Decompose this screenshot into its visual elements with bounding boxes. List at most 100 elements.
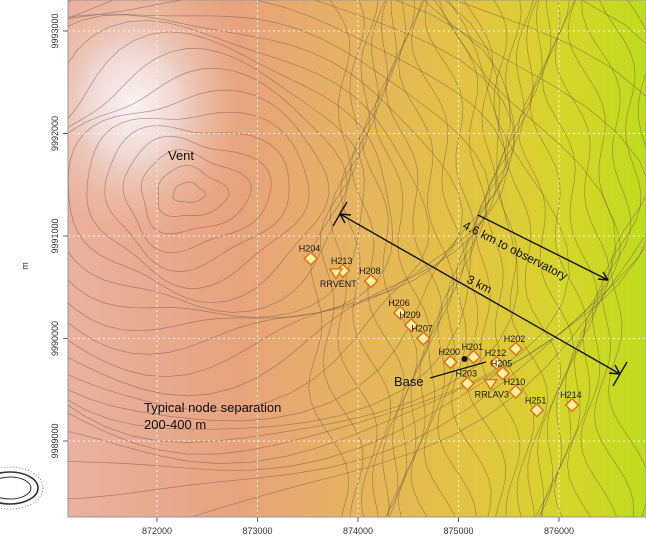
x-axis: 872000 873000 874000 875000 876000 bbox=[142, 517, 574, 536]
contour-line bbox=[68, 31, 394, 332]
contour-line bbox=[68, 0, 616, 464]
vent-label: Vent bbox=[168, 148, 194, 163]
contour-line bbox=[68, 0, 515, 422]
base-label: Base bbox=[394, 374, 424, 389]
station-diamond bbox=[443, 354, 458, 370]
station-label: RRLAV3 bbox=[475, 390, 509, 400]
contour-line bbox=[157, 165, 230, 217]
contour-line bbox=[330, 0, 379, 517]
station-label: RRVENT bbox=[320, 279, 357, 289]
contour-line bbox=[398, 0, 454, 517]
contour-line bbox=[320, 0, 365, 517]
station-triangle bbox=[328, 268, 344, 281]
contour-line bbox=[541, 0, 599, 517]
base-marker bbox=[461, 356, 468, 362]
contour-line bbox=[410, 0, 466, 517]
station-label: H210 bbox=[504, 377, 526, 387]
contour-line bbox=[580, 0, 632, 517]
contour-line bbox=[86, 111, 310, 289]
x-tick-label: 876000 bbox=[544, 526, 574, 536]
station-label: H206 bbox=[388, 298, 410, 308]
contour-line bbox=[385, 0, 443, 517]
y-axis-unit: m bbox=[20, 262, 30, 270]
grid-lines bbox=[68, 0, 646, 517]
distance-arrow bbox=[332, 201, 628, 387]
contour-line bbox=[506, 0, 562, 517]
station-diamond bbox=[392, 305, 408, 321]
x-tick-label: 875000 bbox=[443, 526, 473, 536]
contour-line bbox=[567, 0, 621, 517]
station-markers: H204 H213 H208 H206 H209 H207 H201 H202 H200 H212… bbox=[299, 244, 582, 418]
x-tick-label: 873000 bbox=[242, 526, 272, 536]
base-pointer bbox=[429, 361, 487, 379]
station-label: H202 bbox=[504, 334, 526, 344]
station-label: H201 bbox=[462, 342, 484, 352]
contour-lines bbox=[68, 0, 646, 517]
station-label: H214 bbox=[560, 390, 582, 400]
station-label: H209 bbox=[399, 310, 421, 320]
contour-line bbox=[68, 67, 348, 313]
station-label: H208 bbox=[359, 266, 381, 276]
contour-line bbox=[104, 125, 290, 272]
station-diamond bbox=[564, 397, 580, 413]
observatory-arrow bbox=[477, 214, 609, 281]
contour-line bbox=[475, 0, 522, 517]
contour-line bbox=[68, 0, 511, 430]
station-diamond bbox=[403, 317, 419, 333]
contour-line bbox=[68, 0, 570, 455]
contour-line bbox=[172, 181, 207, 203]
contour-line bbox=[554, 0, 610, 517]
station-label: H251 bbox=[525, 395, 547, 405]
plot-frame bbox=[67, 0, 646, 518]
station-diamond bbox=[529, 402, 545, 418]
contour-line bbox=[68, 20, 430, 355]
contour-line bbox=[517, 0, 574, 517]
contour-line bbox=[373, 0, 431, 517]
station-label: H204 bbox=[299, 244, 321, 254]
station-triangle bbox=[483, 378, 498, 392]
station-diamond bbox=[466, 349, 481, 365]
station-label: H205 bbox=[491, 358, 513, 368]
contour-line bbox=[189, 0, 646, 517]
contour-line bbox=[68, 0, 646, 471]
y-tick-label: 9991000 bbox=[50, 218, 60, 253]
contour-line bbox=[140, 149, 252, 235]
contour-line bbox=[465, 0, 508, 517]
station-diamond bbox=[508, 341, 524, 357]
station-diamond bbox=[335, 263, 351, 279]
station-label: H213 bbox=[331, 256, 353, 266]
station-diamond bbox=[508, 384, 524, 400]
contour-line bbox=[68, 13, 491, 397]
contour-line bbox=[68, 0, 646, 499]
y-tick-label: 9990000 bbox=[50, 321, 60, 356]
contour-line bbox=[68, 14, 464, 378]
station-diamond bbox=[460, 376, 475, 392]
station-diamond bbox=[415, 331, 431, 346]
y-axis: 9993000 9992000 9991000 9990000 9989000 bbox=[50, 13, 68, 459]
y-tick-label: 9992000 bbox=[50, 116, 60, 151]
separation-note-line1: Typical node separation bbox=[144, 400, 281, 415]
separation-note-line2: 200-400 m bbox=[144, 417, 206, 432]
station-label: H207 bbox=[411, 324, 433, 334]
contour-line bbox=[122, 135, 272, 254]
station-label: H203 bbox=[456, 369, 478, 379]
y-tick-label: 9989000 bbox=[50, 423, 60, 458]
contour-line bbox=[608, 0, 646, 517]
contour-line bbox=[68, 48, 365, 318]
station-label: H200 bbox=[438, 347, 460, 357]
contour-line bbox=[68, 0, 519, 443]
station-label: H212 bbox=[485, 348, 507, 358]
y-tick-label: 9993000 bbox=[50, 13, 60, 48]
contour-line bbox=[362, 0, 418, 517]
contour-line bbox=[485, 0, 535, 517]
station-diamond bbox=[489, 355, 505, 371]
x-tick-label: 872000 bbox=[142, 526, 172, 536]
contour-line bbox=[340, 0, 392, 517]
seal-fragment bbox=[0, 466, 44, 510]
contour-line bbox=[437, 0, 487, 517]
contour-line bbox=[68, 0, 508, 412]
station-diamond bbox=[363, 273, 379, 289]
station-diamond bbox=[495, 365, 511, 381]
x-tick-label: 874000 bbox=[343, 526, 373, 536]
